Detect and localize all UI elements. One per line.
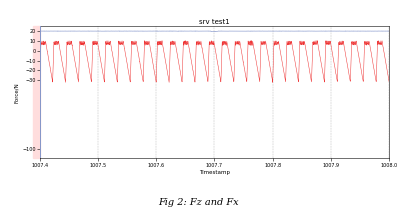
Y-axis label: Force/N: Force/N bbox=[14, 82, 19, 103]
Text: Fig 2: Fz and Fx: Fig 2: Fz and Fx bbox=[158, 198, 239, 207]
Title: srv test1: srv test1 bbox=[199, 19, 230, 25]
X-axis label: Timestamp: Timestamp bbox=[199, 170, 230, 175]
Bar bbox=[33, 26, 40, 158]
